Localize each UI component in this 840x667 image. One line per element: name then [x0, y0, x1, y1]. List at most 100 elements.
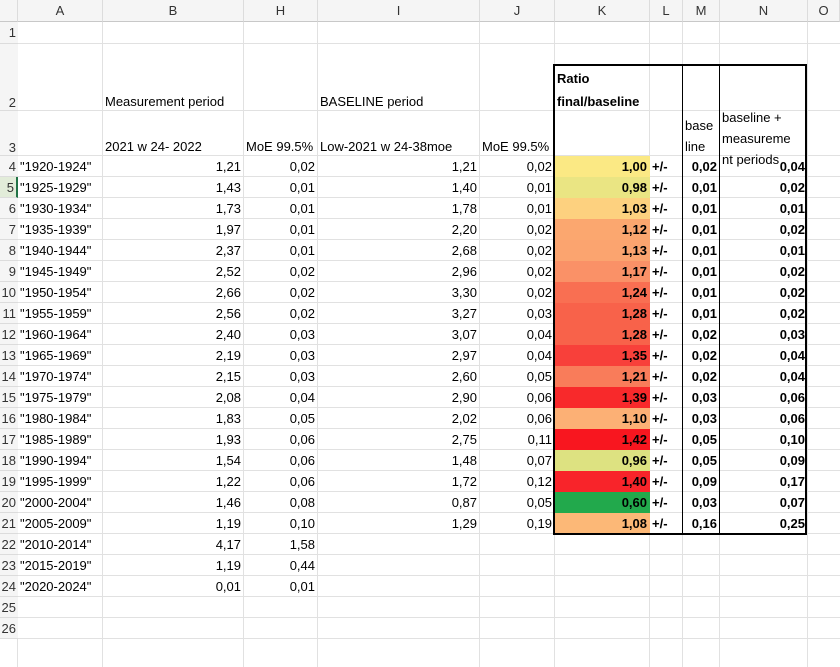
- baseline-moe-cell[interactable]: 0,02: [691, 369, 717, 384]
- plus-minus-cell[interactable]: +/-: [652, 453, 668, 468]
- ratio-cell[interactable]: 1,03: [555, 198, 650, 219]
- moe-header-2[interactable]: MoE 99.5%: [482, 139, 550, 154]
- ratio-cell[interactable]: 0,98: [555, 177, 650, 198]
- row-header-25[interactable]: 25: [0, 597, 18, 618]
- baseline-value-cell[interactable]: 3,30: [451, 285, 477, 300]
- row-header-3[interactable]: 3: [0, 111, 18, 156]
- combined-moe-cell[interactable]: 0,17: [779, 474, 805, 489]
- row-header-26[interactable]: 26: [0, 618, 18, 639]
- age-group-cell[interactable]: "1990-1994": [20, 453, 92, 468]
- row-header-13[interactable]: 13: [0, 345, 18, 366]
- plus-minus-cell[interactable]: +/-: [652, 474, 668, 489]
- combined-moe-cell[interactable]: 0,02: [779, 180, 805, 195]
- row-header-2[interactable]: 2: [0, 44, 18, 111]
- base-header-line2[interactable]: line: [685, 139, 706, 154]
- age-group-cell[interactable]: "1940-1944": [20, 243, 92, 258]
- row-header-5[interactable]: 5: [0, 177, 18, 198]
- baseline-moe-cell[interactable]: 0,05: [691, 453, 717, 468]
- plus-minus-cell[interactable]: +/-: [652, 264, 668, 279]
- baseline-moe-cell[interactable]: 0,09: [691, 474, 717, 489]
- measurement-range-header[interactable]: 2021 w 24- 2022: [105, 139, 202, 154]
- column-header-j[interactable]: J: [480, 0, 555, 22]
- row-header-11[interactable]: 11: [0, 303, 18, 324]
- row-header-21[interactable]: 21: [0, 513, 18, 534]
- moe-baseline-cell[interactable]: 0,03: [526, 306, 552, 321]
- baseline-moe-cell[interactable]: 0,02: [691, 348, 717, 363]
- baseline-value-cell[interactable]: 2,02: [451, 411, 477, 426]
- baseline-moe-cell[interactable]: 0,01: [691, 201, 717, 216]
- moe-baseline-cell[interactable]: 0,02: [526, 264, 552, 279]
- column-header-o[interactable]: O: [808, 0, 840, 22]
- baseline-value-cell[interactable]: 0,87: [451, 495, 477, 510]
- baseline-moe-cell[interactable]: 0,05: [691, 432, 717, 447]
- age-group-cell[interactable]: "1930-1934": [20, 201, 92, 216]
- row-header-4[interactable]: 4: [0, 156, 18, 177]
- measurement-value-cell[interactable]: 1,83: [215, 411, 241, 426]
- measurement-value-cell[interactable]: 0,01: [215, 579, 241, 594]
- row-header-1[interactable]: 1: [0, 22, 18, 44]
- ratio-cell[interactable]: 1,17: [555, 261, 650, 282]
- moe-measurement-cell[interactable]: 0,03: [289, 327, 315, 342]
- measurement-value-cell[interactable]: 2,37: [215, 243, 241, 258]
- row-header-20[interactable]: 20: [0, 492, 18, 513]
- age-group-cell[interactable]: "1955-1959": [20, 306, 92, 321]
- column-header-k[interactable]: K: [555, 0, 650, 22]
- measurement-value-cell[interactable]: 1,19: [215, 516, 241, 531]
- moe-measurement-cell[interactable]: 0,01: [289, 243, 315, 258]
- measurement-value-cell[interactable]: 1,73: [215, 201, 241, 216]
- baseline-range-header[interactable]: Low-2021 w 24-38moe: [320, 139, 453, 154]
- baseline-value-cell[interactable]: 2,20: [451, 222, 477, 237]
- baseline-moe-cell[interactable]: 0,01: [691, 222, 717, 237]
- baseline-value-cell[interactable]: 2,68: [451, 243, 477, 258]
- row-header-23[interactable]: 23: [0, 555, 18, 576]
- row-header-8[interactable]: 8: [0, 240, 18, 261]
- age-group-cell[interactable]: "1965-1969": [20, 348, 92, 363]
- row-header-17[interactable]: 17: [0, 429, 18, 450]
- ratio-cell[interactable]: 1,28: [555, 303, 650, 324]
- baseline-value-cell[interactable]: 1,21: [451, 159, 477, 174]
- combined-moe-cell[interactable]: 0,06: [779, 411, 805, 426]
- baseline-moe-cell[interactable]: 0,01: [691, 264, 717, 279]
- column-header-i[interactable]: I: [318, 0, 480, 22]
- ratio-cell[interactable]: 1,42: [555, 429, 650, 450]
- moe-measurement-cell[interactable]: 0,06: [289, 474, 315, 489]
- moe-measurement-cell[interactable]: 0,06: [289, 432, 315, 447]
- baseline-value-cell[interactable]: 1,78: [451, 201, 477, 216]
- measurement-value-cell[interactable]: 2,19: [215, 348, 241, 363]
- baseline-value-cell[interactable]: 1,72: [451, 474, 477, 489]
- baseline-measurement-header-line2[interactable]: measureme: [722, 131, 791, 146]
- baseline-moe-cell[interactable]: 0,03: [691, 390, 717, 405]
- moe-measurement-cell[interactable]: 0,01: [289, 180, 315, 195]
- column-header-m[interactable]: M: [683, 0, 720, 22]
- measurement-value-cell[interactable]: 2,15: [215, 369, 241, 384]
- row-header-7[interactable]: 7: [0, 219, 18, 240]
- measurement-value-cell[interactable]: 2,66: [215, 285, 241, 300]
- plus-minus-cell[interactable]: +/-: [652, 222, 668, 237]
- measurement-value-cell[interactable]: 1,46: [215, 495, 241, 510]
- measurement-value-cell[interactable]: 1,54: [215, 453, 241, 468]
- plus-minus-cell[interactable]: +/-: [652, 390, 668, 405]
- moe-baseline-cell[interactable]: 0,06: [526, 411, 552, 426]
- baseline-value-cell[interactable]: 1,48: [451, 453, 477, 468]
- ratio-cell[interactable]: 1,00: [555, 156, 650, 177]
- age-group-cell[interactable]: "1925-1929": [20, 180, 92, 195]
- measurement-period-header[interactable]: Measurement period: [105, 94, 225, 109]
- moe-baseline-cell[interactable]: 0,11: [527, 432, 552, 447]
- ratio-cell[interactable]: 0,96: [555, 450, 650, 471]
- moe-measurement-cell[interactable]: 0,02: [289, 285, 315, 300]
- row-header-15[interactable]: 15: [0, 387, 18, 408]
- moe-measurement-cell[interactable]: 0,01: [289, 222, 315, 237]
- age-group-cell[interactable]: "1960-1964": [20, 327, 92, 342]
- combined-moe-cell[interactable]: 0,02: [779, 306, 805, 321]
- baseline-period-header[interactable]: BASELINE period: [320, 94, 424, 109]
- baseline-value-cell[interactable]: 2,75: [451, 432, 477, 447]
- baseline-moe-cell[interactable]: 0,03: [691, 495, 717, 510]
- combined-moe-cell[interactable]: 0,06: [779, 390, 805, 405]
- combined-moe-cell[interactable]: 0,01: [779, 243, 805, 258]
- column-header-n[interactable]: N: [720, 0, 808, 22]
- row-header-14[interactable]: 14: [0, 366, 18, 387]
- plus-minus-cell[interactable]: +/-: [652, 432, 668, 447]
- moe-baseline-cell[interactable]: 0,01: [526, 180, 552, 195]
- combined-moe-cell[interactable]: 0,25: [779, 516, 805, 531]
